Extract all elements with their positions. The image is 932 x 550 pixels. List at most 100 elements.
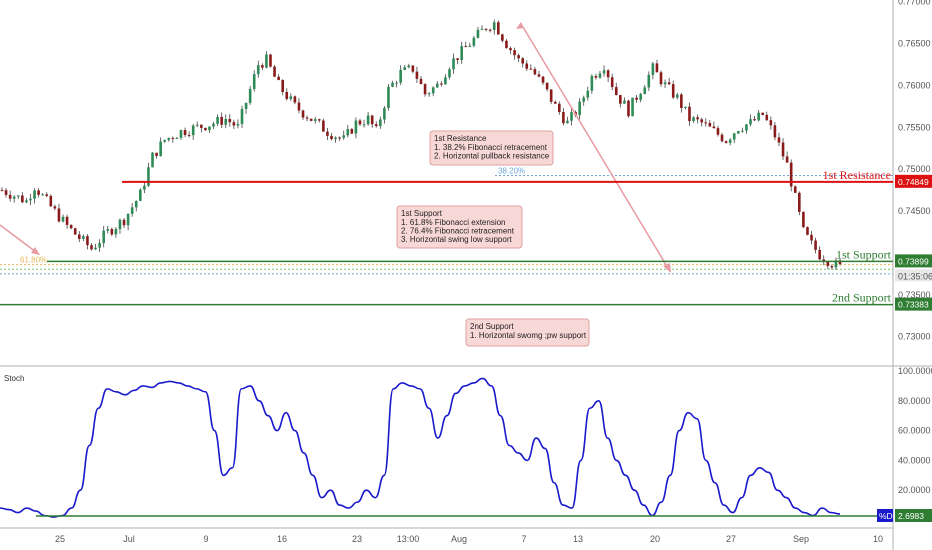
candle-body [293,96,297,103]
candle-body [143,185,146,190]
candle-body [326,131,329,136]
time-tick-label: Aug [451,534,467,544]
candle-body [309,118,313,121]
candle-body [586,90,590,98]
candle-body [529,68,533,70]
oscillator-tick-label: 80.0000 [898,396,931,406]
candle-body [383,107,386,120]
annotation-title: 1st Resistance [434,134,487,143]
candle-body [261,65,264,68]
candle-body [606,70,610,78]
candle-body [370,115,374,125]
candle-body [374,124,378,127]
candle-body [415,71,419,79]
time-tick-label: Jul [123,534,135,544]
candle-body [8,194,12,199]
candle-body [460,46,463,61]
candle-body [407,65,411,68]
candle-body [379,119,382,127]
candle-body [570,112,573,121]
candle-body [826,261,830,267]
price-axis: 0.77000 0.76500 0.76000 0.75500 0.75000 0.745… [898,0,931,342]
candle-body [651,63,655,75]
candle-body [488,29,492,31]
candle-body [793,186,797,193]
candle-body [195,124,199,126]
candle-body [513,50,516,56]
time-tick-label: 13:00 [397,534,420,544]
trend-arrows [0,22,671,273]
candle-body [647,74,651,88]
candle-body [171,137,175,139]
candle-body [208,126,211,131]
candle-body [200,124,203,128]
candle-body [155,152,158,156]
price-tick-label: 0.75000 [898,164,931,174]
candle-body [814,240,817,250]
candle-body [533,69,537,75]
candle-body [777,137,781,143]
candle-body [179,130,183,138]
time-tick-label: 9 [203,534,208,544]
series-name-text: %D [879,511,893,521]
peak-arrowhead [516,22,524,29]
candle-body [541,76,545,83]
candle-body [191,125,195,136]
countdown-text: 01:35:06 [898,271,932,281]
candle-body [435,83,439,88]
candle-body [90,245,93,250]
candle-body [753,119,756,121]
candle-body [16,195,20,197]
annotation-box [396,205,523,249]
candle-body [810,234,813,241]
candle-body [139,189,142,201]
annotation-box [465,318,590,347]
candle-body [602,70,606,74]
candle-body [114,229,118,235]
candle-body [623,100,626,104]
candle-body [521,58,524,64]
candle-body [240,108,244,124]
annotation-line: 1. 61.8% Fibonacci extension [401,218,506,227]
countdown-badge [895,269,932,282]
candle-body [49,195,53,207]
candle-body [562,111,565,124]
candle-body [696,117,699,120]
candle-body [102,230,105,244]
candle-body [431,87,435,94]
level-price-badge [895,174,932,188]
level-label: 2nd Support [832,291,892,305]
level-label: 1st Support [836,247,892,261]
candle-body [330,135,333,140]
stoch-value-badge [895,508,932,522]
candle-body [704,122,708,124]
candle-body [627,100,630,117]
candle-body [501,34,504,41]
candle-body [578,101,581,116]
level-price-badge [895,254,932,268]
candle-body [151,152,154,168]
candle-body [387,86,390,108]
candle-body [728,139,732,143]
time-tick-label: 13 [573,534,583,544]
fib-level-label: 38.20% [498,166,525,175]
annotation-title: 1st Support [401,209,443,218]
candle-body [619,95,622,104]
candle-body [334,137,337,140]
candle-body [285,91,289,100]
candle-body [322,120,325,132]
oscillator-axis: 100.0000 80.0000 60.0000 40.0000 20.0000 [898,366,932,495]
oscillator-tick-label: 100.0000 [898,366,932,376]
candle-body [708,122,712,127]
candle-body [53,206,57,209]
price-tick-label: 0.76500 [898,39,931,49]
time-tick-label: 7 [521,534,526,544]
candle-body [582,97,586,102]
candle-body [720,134,724,142]
candle-body [338,137,341,139]
candle-body [175,137,179,139]
candle-body [277,76,280,81]
candle-body [732,133,736,140]
